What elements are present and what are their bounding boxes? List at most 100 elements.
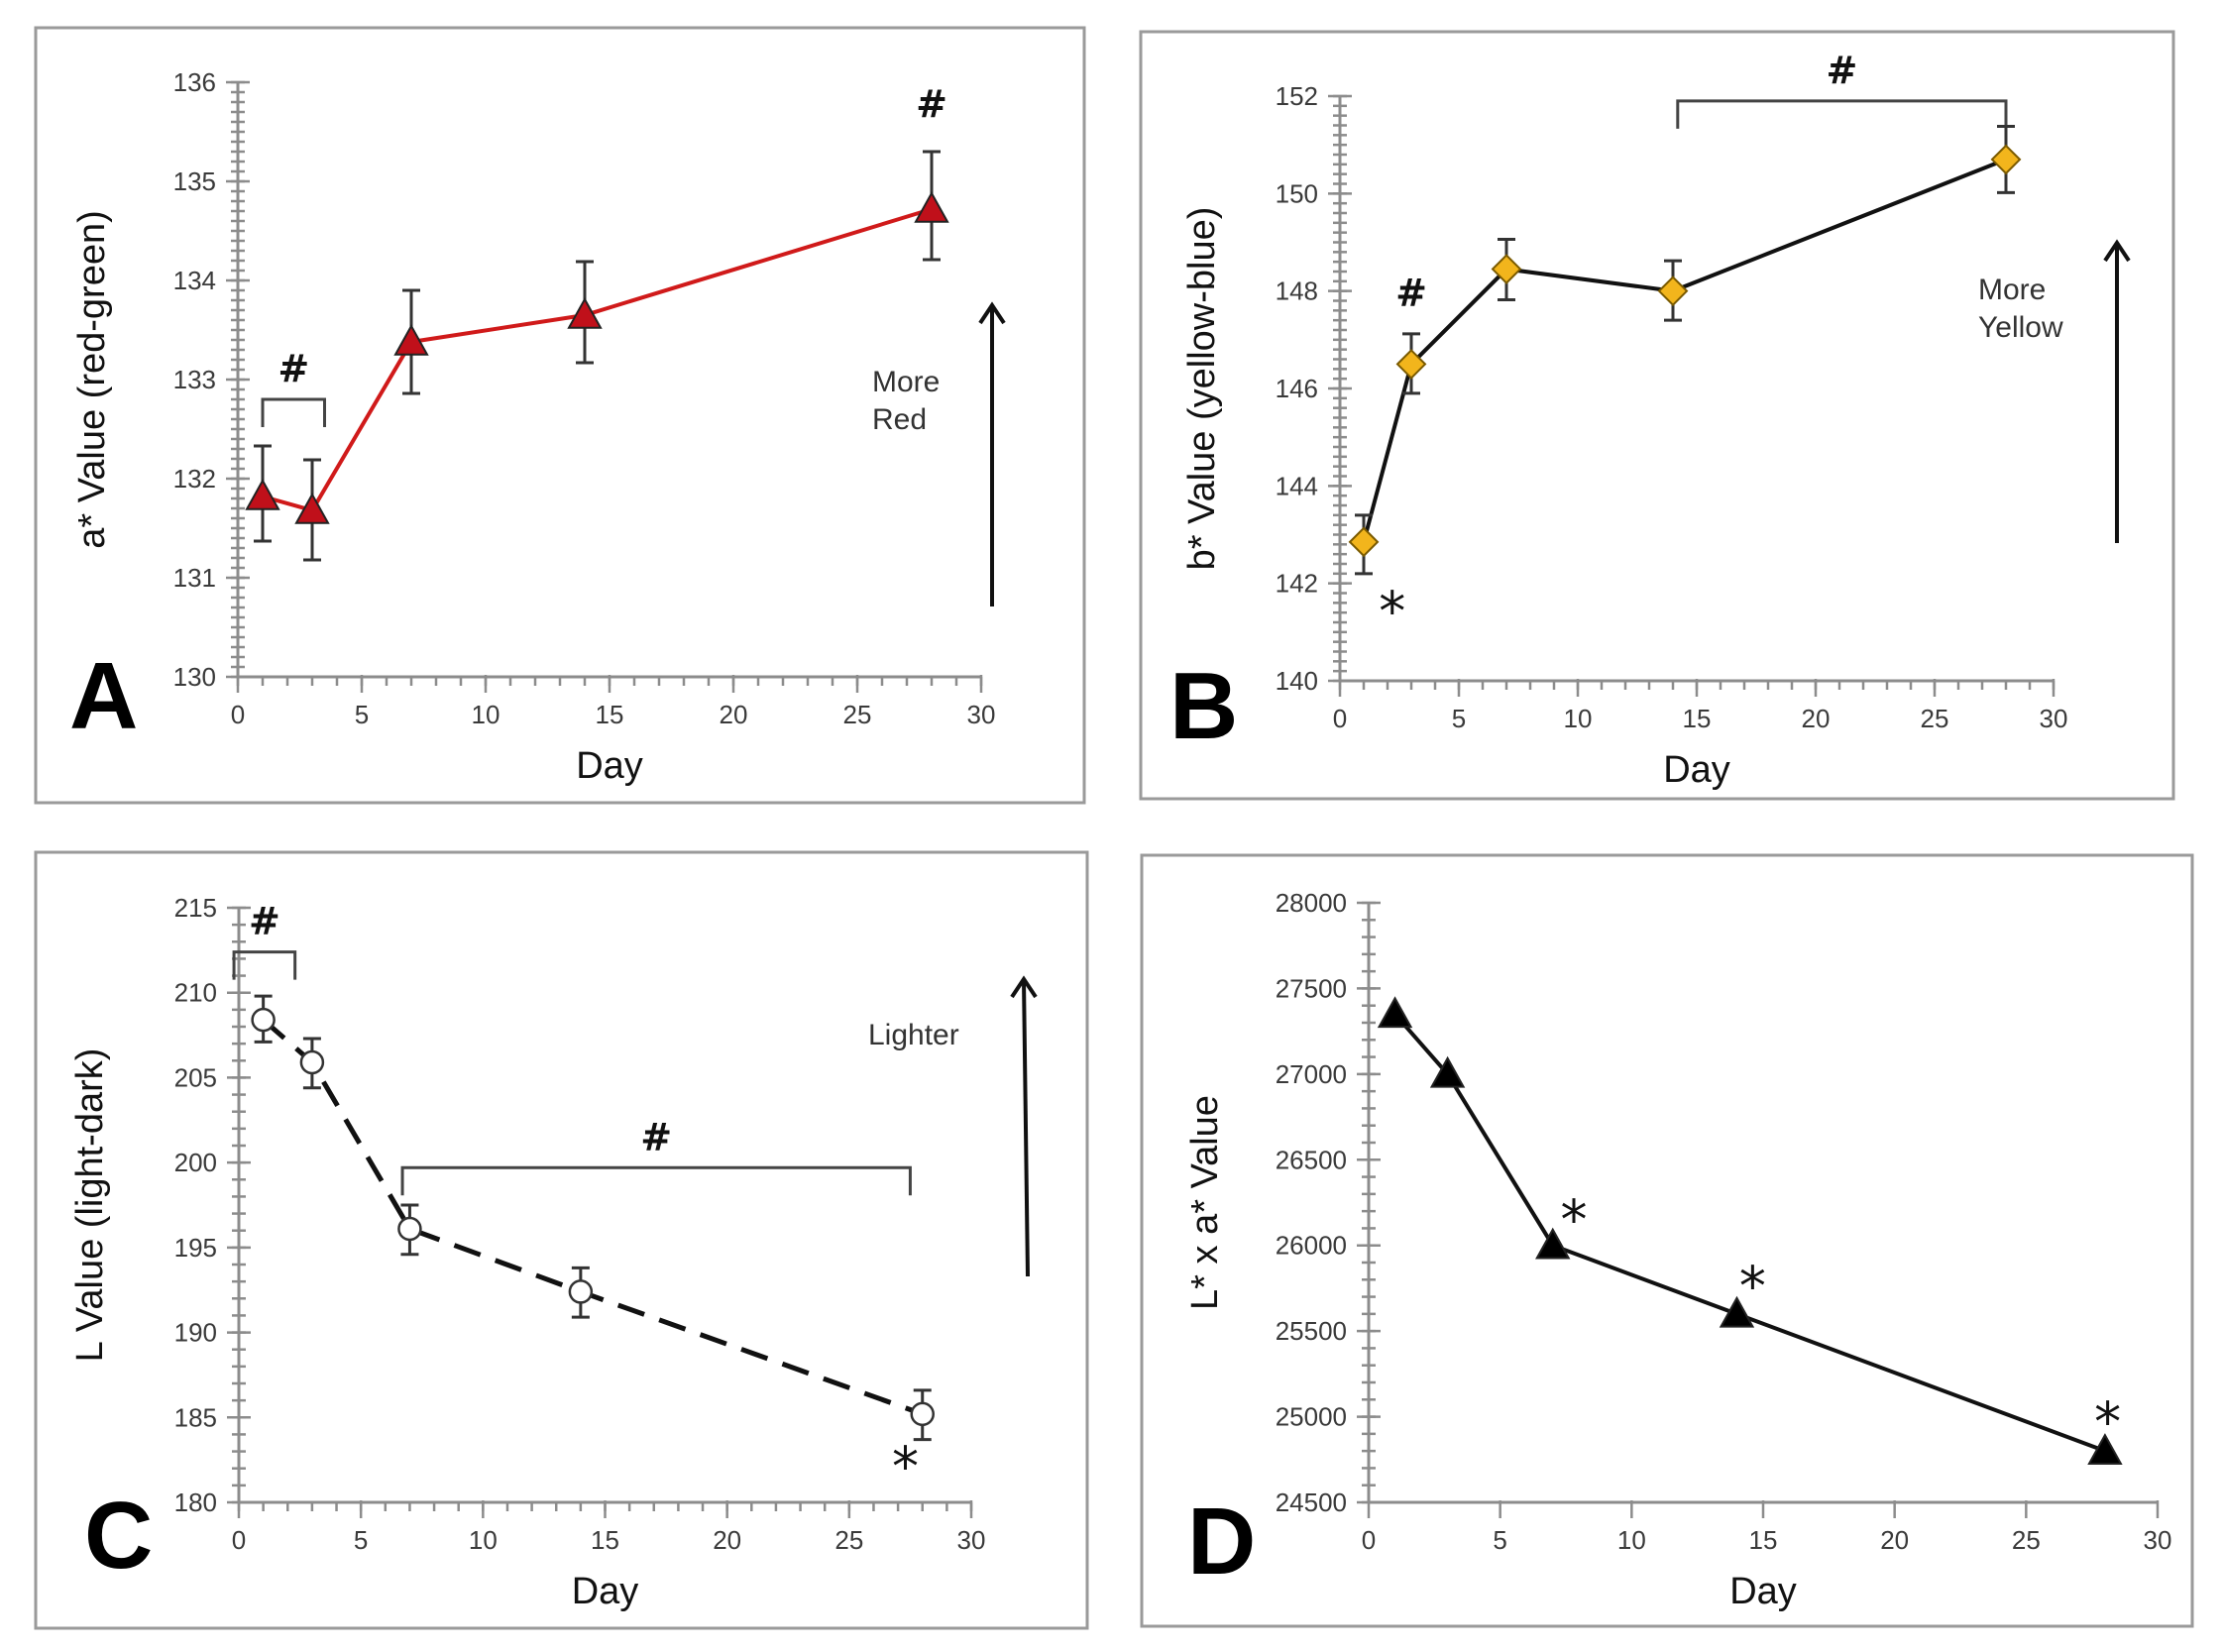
x-tick-label: 25 bbox=[1921, 704, 1949, 733]
diamond-marker bbox=[1491, 254, 1522, 284]
x-axis-title: Day bbox=[576, 745, 643, 787]
triangle-marker bbox=[393, 323, 429, 356]
circle-marker bbox=[251, 1007, 276, 1033]
arrowhead-icon bbox=[978, 301, 1006, 325]
x-tick-label: 10 bbox=[469, 1525, 498, 1555]
panel-a: 130 131 132 133 134 135 136 0 5 10 15 20 25 30 Day a* V… bbox=[34, 26, 1086, 805]
triangle-marker bbox=[1377, 996, 1413, 1029]
y-tick-label: 26500 bbox=[1276, 1145, 1347, 1174]
y-tick-label: 28000 bbox=[1276, 888, 1347, 918]
y-tick-label: 132 bbox=[173, 464, 216, 494]
significance-hash: # bbox=[916, 82, 947, 126]
significance-bracket bbox=[1676, 99, 2008, 129]
x-tick-label: 0 bbox=[1362, 1525, 1376, 1555]
y-tick-label: 27500 bbox=[1276, 973, 1347, 1003]
triangle-marker bbox=[914, 190, 949, 223]
y-axis-title: b* Value (yellow-blue) bbox=[1181, 207, 1223, 571]
y-axis-title: L* x a* Value bbox=[1184, 1095, 1226, 1310]
x-tick-label: 15 bbox=[1749, 1525, 1778, 1555]
x-tick-label: 30 bbox=[2040, 704, 2068, 733]
y-tick-label: 134 bbox=[173, 266, 216, 295]
x-tick-label: 15 bbox=[1683, 704, 1712, 733]
triangle-marker bbox=[2087, 1433, 2123, 1465]
y-axis-title: a* Value (red-green) bbox=[71, 210, 113, 548]
panel-letter: C bbox=[84, 1483, 153, 1589]
panel-border bbox=[34, 850, 1089, 1630]
bracket-label: # bbox=[640, 1115, 672, 1158]
significance-asterisk: * bbox=[1379, 580, 1405, 642]
significance-asterisk: * bbox=[1739, 1256, 1766, 1318]
y-tick-label: 205 bbox=[174, 1062, 217, 1092]
y-tick-label: 185 bbox=[174, 1402, 217, 1432]
x-tick-label: 15 bbox=[596, 700, 624, 729]
x-tick-label: 20 bbox=[713, 1525, 741, 1555]
x-tick-label: 0 bbox=[231, 700, 245, 729]
y-tick-label: 26000 bbox=[1276, 1231, 1347, 1261]
y-tick-label: 180 bbox=[174, 1487, 217, 1517]
x-tick-label: 25 bbox=[2012, 1525, 2041, 1555]
y-tick-label: 133 bbox=[173, 365, 216, 394]
x-axis-title: Day bbox=[1729, 1571, 1797, 1612]
circle-marker bbox=[397, 1216, 422, 1242]
y-tick-label: 25000 bbox=[1276, 1402, 1347, 1432]
direction-label: Yellow bbox=[1978, 311, 2063, 344]
x-tick-label: 25 bbox=[843, 700, 872, 729]
y-tick-label: 190 bbox=[174, 1318, 217, 1348]
y-tick-label: 27000 bbox=[1276, 1059, 1347, 1089]
y-tick-label: 144 bbox=[1276, 471, 1318, 500]
x-tick-label: 10 bbox=[472, 700, 500, 729]
triangle-marker bbox=[1429, 1055, 1466, 1088]
x-tick-label: 10 bbox=[1617, 1525, 1646, 1555]
y-tick-label: 25500 bbox=[1276, 1316, 1347, 1346]
significance-bracket bbox=[400, 1165, 912, 1196]
significance-asterisk: * bbox=[2094, 1390, 2121, 1453]
x-axis-title: Day bbox=[572, 1571, 639, 1612]
x-tick-label: 5 bbox=[354, 1525, 368, 1555]
panel-c: 180 185 190 195 200 205 210 215 0 5 10 15 20 25 30 Day L… bbox=[34, 850, 1089, 1630]
y-tick-label: 24500 bbox=[1276, 1487, 1347, 1517]
significance-bracket bbox=[261, 397, 326, 427]
direction-label: More bbox=[872, 366, 940, 398]
panel-letter: D bbox=[1187, 1488, 1256, 1595]
circle-marker bbox=[299, 1049, 325, 1075]
arrowhead-icon bbox=[1010, 975, 1038, 999]
direction-label: More bbox=[1978, 274, 2046, 306]
triangle-marker bbox=[1719, 1295, 1755, 1328]
bracket-label: # bbox=[278, 347, 309, 390]
arrowhead-icon bbox=[2103, 239, 2131, 263]
y-axis-title: L Value (light-dark) bbox=[69, 1048, 111, 1363]
triangle-marker bbox=[245, 478, 280, 510]
x-tick-label: 30 bbox=[2144, 1525, 2172, 1555]
x-tick-label: 5 bbox=[1493, 1525, 1506, 1555]
x-tick-label: 5 bbox=[1452, 704, 1466, 733]
significance-bracket bbox=[232, 950, 297, 980]
significance-hash: # bbox=[1395, 271, 1427, 314]
x-tick-label: 10 bbox=[1564, 704, 1593, 733]
bracket-label: # bbox=[1826, 49, 1857, 92]
x-tick-label: 30 bbox=[967, 700, 996, 729]
significance-asterisk: * bbox=[892, 1436, 919, 1498]
triangle-marker bbox=[567, 296, 603, 329]
triangle-marker bbox=[1535, 1227, 1571, 1260]
panel-letter: B bbox=[1169, 653, 1238, 759]
y-tick-label: 131 bbox=[173, 563, 216, 593]
x-tick-label: 20 bbox=[1880, 1525, 1909, 1555]
y-tick-label: 195 bbox=[174, 1233, 217, 1263]
y-tick-label: 148 bbox=[1276, 276, 1318, 306]
x-tick-label: 0 bbox=[1333, 704, 1347, 733]
direction-arrow-icon bbox=[1022, 978, 1030, 1277]
bracket-label: # bbox=[249, 900, 280, 943]
y-tick-label: 135 bbox=[173, 166, 216, 196]
y-tick-label: 136 bbox=[173, 67, 216, 97]
x-tick-label: 0 bbox=[232, 1525, 246, 1555]
diamond-marker bbox=[1348, 526, 1380, 558]
x-tick-label: 20 bbox=[1802, 704, 1831, 733]
circle-marker bbox=[910, 1401, 935, 1427]
x-tick-label: 25 bbox=[834, 1525, 863, 1555]
x-tick-label: 15 bbox=[591, 1525, 619, 1555]
x-axis-title: Day bbox=[1663, 749, 1730, 791]
panel-d: 24500 25000 25500 26000 26500 27000 27500 28000… bbox=[1140, 853, 2194, 1628]
y-tick-label: 210 bbox=[174, 978, 217, 1008]
y-tick-label: 215 bbox=[174, 893, 217, 923]
